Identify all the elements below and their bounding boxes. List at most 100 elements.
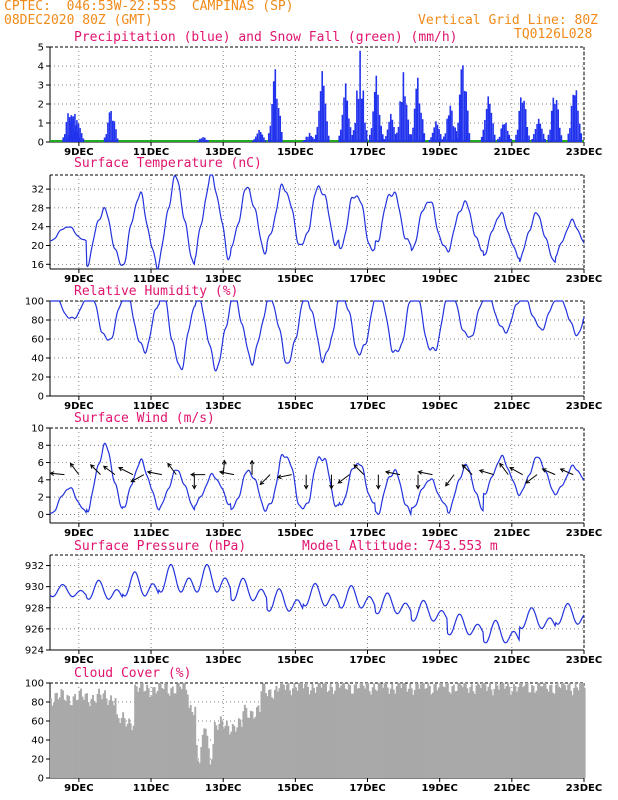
precip-bar-19-8 [510,138,512,142]
precip-bar-18-7 [492,123,494,142]
pres-xtick-label-7: 23DEC [566,655,602,666]
precip-bar-1-0 [66,137,68,142]
precip-bar-20-5 [523,100,525,142]
cloud-bar-315 [523,685,526,778]
cloud-bar-86 [179,686,182,778]
wind-arrow-head-13 [259,480,265,486]
cloud-bar-318 [528,692,530,778]
precip-bar-20-7 [526,127,529,142]
cloud-bar-230 [395,686,398,778]
cloud-bar-325 [538,683,541,778]
temp-ytick-label-1: 20 [31,241,44,252]
cloud-bar-79 [168,695,171,778]
cloud-bar-80 [170,688,173,778]
wind-xtick-label-1: 11DEC [133,528,169,539]
cloud-bar-89 [183,683,186,778]
precip-bar-2-5 [77,123,80,142]
cloud-bar-184 [326,691,329,778]
cloud-bar-192 [338,687,341,778]
cloud-bar-35 [102,693,105,778]
cloud-bar-145 [268,690,270,778]
precip-bar-19-4 [503,124,506,142]
precip-bar-20-2 [518,110,520,142]
wind-arrow-head-17 [337,479,343,484]
precip-bar-5-0 [251,140,254,142]
wind-arrow-head-0 [49,471,55,476]
cloud-xtick-label-1: 11DEC [133,783,169,794]
cloud-bar-266 [449,693,452,778]
precip-bar-10-1 [354,123,356,142]
precip-bar-1-4 [72,116,75,142]
precip-bar-23-3 [572,94,574,142]
temp-ytick-label-4: 32 [31,185,44,196]
cloud-bar-340 [561,683,563,778]
rh-series-line [50,300,585,372]
cloud-bar-338 [558,686,560,778]
cloud-bar-91 [186,694,189,778]
cloud-bar-183 [325,683,327,778]
wind-arrow-0 [50,472,65,476]
precip-bar-11-6 [378,114,381,142]
cloud-bar-257 [436,690,439,778]
wind-ytick-label-0: 0 [38,510,44,521]
cloud-bar-216 [374,689,377,778]
precip-bar-17-2 [458,94,461,142]
cloud-bar-15 [72,696,75,778]
rh-ytick-label-1: 20 [31,373,44,384]
precip-bar-4-2 [199,138,201,142]
wind-arrow-23 [445,474,455,487]
precip-bar-20-0 [515,134,517,142]
wind-xtick-label-0: 9DEC [64,528,93,539]
cloud-bar-143 [265,693,267,778]
cloud-bar-0 [50,698,52,778]
precip-bar-8-1 [316,126,319,142]
pres-xtick-label-6: 21DEC [494,655,530,666]
cloud-bar-301 [502,683,505,778]
cloud-bar-254 [431,692,434,778]
precip-bar-16-2 [446,118,448,142]
cloud-bar-159 [289,690,291,778]
cloud-bar-51 [126,723,129,778]
precip-ytick-label-0: 0 [38,138,44,149]
cloud-bar-223 [385,683,388,778]
precip-bar-5-8 [264,140,267,142]
cloud-bar-297 [496,685,499,778]
cloud-bar-115 [222,728,225,778]
precip-bar-3-0 [103,137,106,142]
cloud-bar-310 [516,691,518,778]
cloud-bar-136 [254,716,257,778]
cloud-bar-129 [243,704,246,778]
cloud-bar-157 [286,684,288,778]
cloud-bar-107 [210,759,213,778]
precip-bar-10-2 [356,90,358,142]
precip-bar-22-7 [559,127,561,142]
cloud-bar-60 [140,683,143,778]
wind-arrow-24 [461,464,473,475]
wind-arrow-head-15 [303,484,309,490]
precip-bar-19-2 [500,128,502,142]
wind-xtick-label-5: 19DEC [421,528,457,539]
cloud-bar-275 [463,683,466,778]
cloud-bar-206 [359,683,362,778]
cloud-bar-48 [122,712,125,778]
wind-arrow-7 [167,463,177,475]
cloud-bar-222 [383,683,386,778]
cloud-bar-11 [66,694,69,778]
cloud-bar-329 [544,683,547,778]
precip-bar-22-0 [547,134,550,142]
precip-bar-1-1 [67,134,70,142]
cloud-bar-228 [392,689,395,778]
precip-bar-19-6 [506,130,509,142]
wind-arrow-1 [70,463,80,475]
cloud-bar-264 [446,683,449,778]
wind-ytick-label-2: 4 [38,475,44,486]
cloud-bar-249 [424,688,427,778]
cloud-bar-270 [455,691,458,778]
wind-arrow-head-1 [69,462,75,468]
cloud-bar-256 [434,684,437,778]
precip-bar-7-0 [302,140,304,142]
cloud-bar-181 [322,684,324,778]
precip-xtick-label-5: 19DEC [421,147,457,158]
cloud-bar-208 [362,685,365,778]
cloud-bar-152 [278,688,281,778]
